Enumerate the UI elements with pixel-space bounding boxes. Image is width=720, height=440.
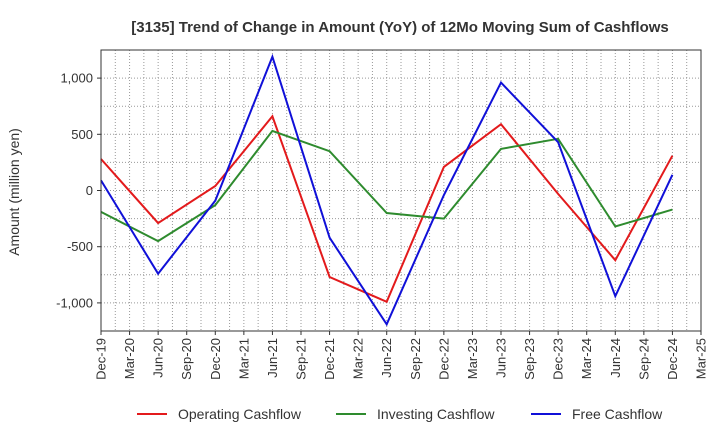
investing-cashflow-legend-label: Investing Cashflow: [377, 406, 495, 422]
x-tick-label: Dec-22: [436, 338, 451, 380]
operating-cashflow-legend-label: Operating Cashflow: [178, 406, 302, 422]
x-tick-label: Dec-20: [208, 338, 223, 380]
x-tick-label: Dec-19: [94, 338, 109, 380]
y-axis-label: Amount (million yen): [6, 128, 22, 256]
x-tick-label: Dec-23: [551, 338, 566, 380]
x-tick-label: Sep-21: [294, 338, 309, 380]
x-tick-label: Mar-21: [236, 338, 251, 379]
free-cashflow-line: [100, 53, 674, 327]
x-tick-label: Mar-20: [122, 338, 137, 379]
chart-title: [3135] Trend of Change in Amount (YoY) o…: [131, 19, 669, 36]
x-tick-label: Sep-24: [636, 338, 651, 380]
y-tick-label: 1,000: [60, 71, 93, 86]
x-tick-label: Mar-22: [351, 338, 366, 379]
y-tick-label: 500: [71, 127, 93, 142]
x-tick-label: Dec-21: [322, 338, 337, 380]
y-tick-label: -1,000: [56, 295, 93, 310]
x-tick-label: Mar-25: [694, 338, 709, 379]
investing-cashflow-line: [100, 129, 673, 243]
x-tick-label: Sep-20: [179, 338, 194, 380]
x-tick-label: Mar-24: [579, 338, 594, 379]
legend: Operating Cashflow Investing Cashflow Free…: [137, 406, 663, 422]
x-tick-label: Jun-23: [494, 338, 509, 378]
x-tick-label: Jun-22: [379, 338, 394, 378]
x-tick-label: Jun-20: [151, 338, 166, 378]
free-cashflow-legend-label: Free Cashflow: [572, 406, 663, 422]
x-tick-label: Jun-24: [608, 338, 623, 378]
x-tick-label: Dec-24: [665, 338, 680, 380]
y-tick-label: 0: [86, 183, 93, 198]
y-tick-label: -500: [67, 239, 93, 254]
operating-cashflow-line: [100, 114, 674, 304]
x-tick-label: Jun-21: [265, 338, 280, 378]
x-tick-label: Sep-22: [408, 338, 423, 380]
x-tick-label: Sep-23: [522, 338, 537, 380]
x-tick-label: Mar-23: [465, 338, 480, 379]
